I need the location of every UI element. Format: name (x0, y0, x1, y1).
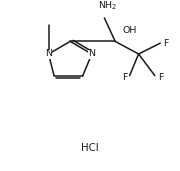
Text: N: N (45, 49, 52, 58)
Text: N: N (88, 49, 95, 58)
Text: OH: OH (122, 26, 137, 35)
Text: F: F (122, 73, 127, 82)
Text: NH$_2$: NH$_2$ (98, 0, 118, 12)
Text: F: F (163, 39, 169, 48)
Text: HCl: HCl (81, 143, 99, 153)
Text: F: F (158, 73, 163, 82)
